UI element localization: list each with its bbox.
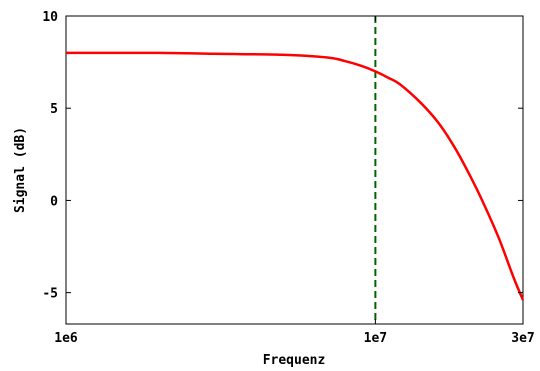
series-line xyxy=(65,51,525,301)
y-tick-label: 10 xyxy=(42,10,58,25)
y-tick-label: -5 xyxy=(42,287,58,302)
x-tick-label: 1e6 xyxy=(54,331,78,346)
x-axis-title: Frequenz xyxy=(263,353,326,368)
y-tick-label: 0 xyxy=(50,194,58,209)
plot-frame xyxy=(65,15,524,325)
y-tick-label: 5 xyxy=(50,102,58,117)
x-tick-label: 1e7 xyxy=(364,331,387,346)
x-tick-label: 3e7 xyxy=(511,331,534,346)
y-axis-title: Signal (dB) xyxy=(13,127,28,213)
